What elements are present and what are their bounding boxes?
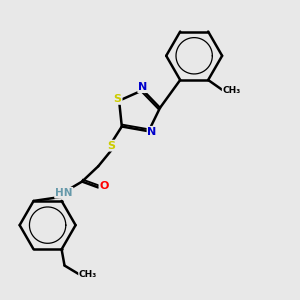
Text: N: N: [138, 82, 147, 92]
Text: CH₃: CH₃: [223, 86, 241, 95]
Text: HN: HN: [55, 188, 73, 198]
Text: CH₃: CH₃: [79, 270, 97, 279]
Text: N: N: [148, 127, 157, 137]
Text: S: S: [114, 94, 122, 104]
Text: O: O: [100, 181, 109, 191]
Text: S: S: [107, 141, 116, 151]
